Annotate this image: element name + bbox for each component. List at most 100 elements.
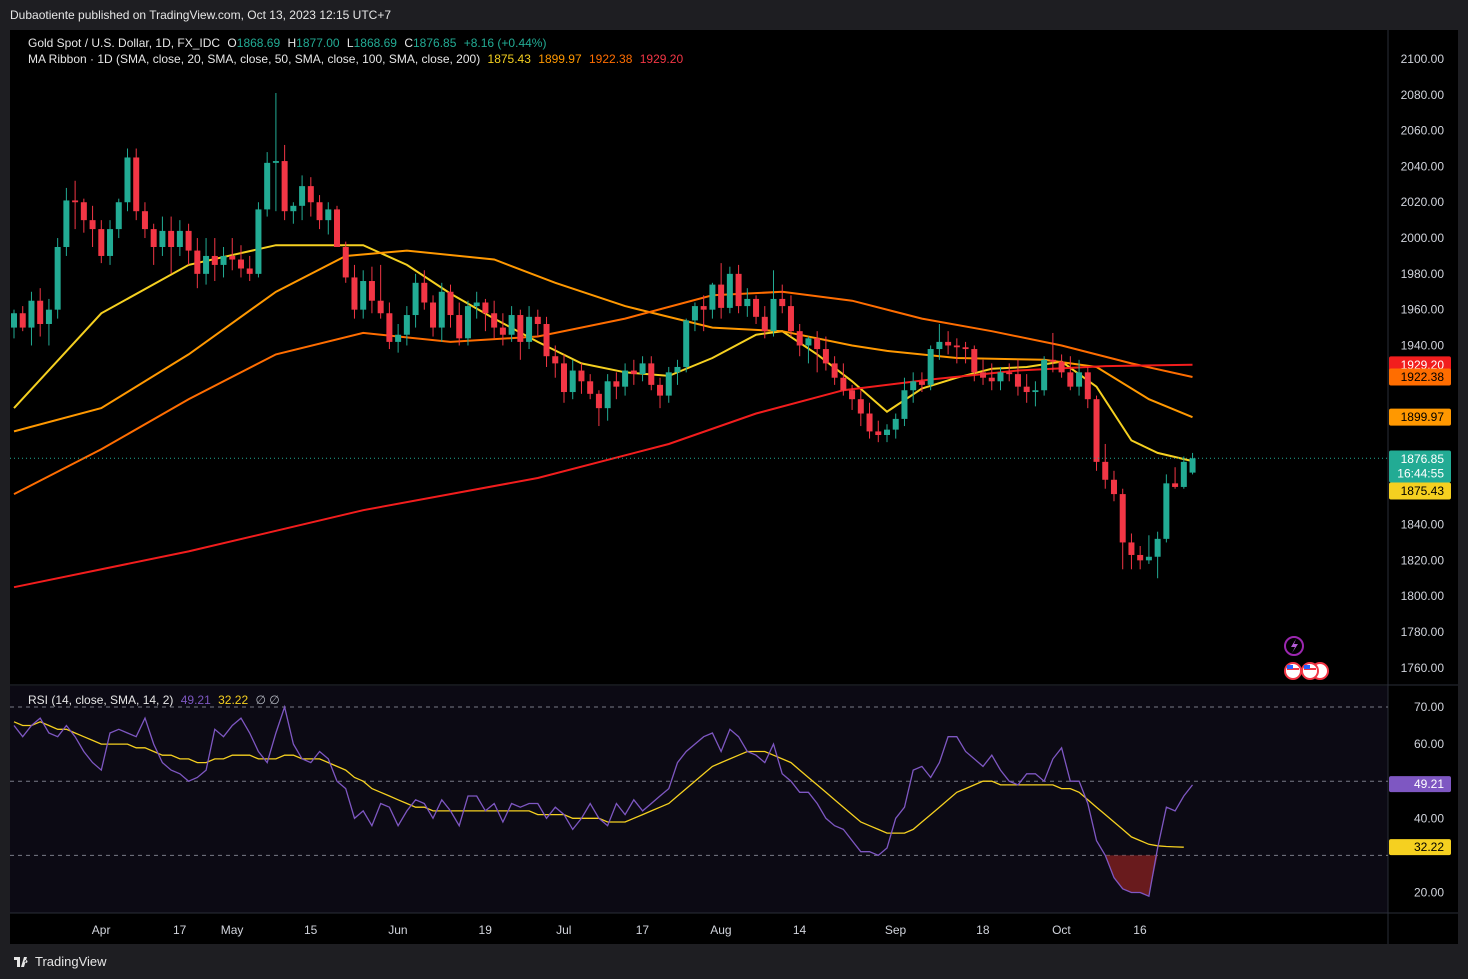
candlesticks[interactable]	[11, 93, 1196, 579]
rsi-axis[interactable]: 70.00 60.00 40.00 20.00 49.21 32.22	[1389, 700, 1451, 900]
candle-body	[735, 273, 742, 307]
time-axis-label: Jun	[388, 923, 407, 937]
price-tag-label: 1875.43	[1401, 484, 1445, 498]
candle-body	[1049, 359, 1056, 362]
candle-body	[482, 302, 489, 314]
candle-body	[124, 157, 131, 203]
symbol-title[interactable]: Gold Spot / U.S. Dollar, 1D, FX_IDC	[28, 36, 221, 50]
candle-body	[805, 338, 812, 346]
ma200-value: 1929.20	[639, 52, 684, 66]
time-axis-label: 16	[1133, 923, 1147, 937]
candle-body	[901, 390, 908, 419]
price-axis-label: 1760.00	[1401, 661, 1445, 675]
candle-body	[211, 255, 218, 265]
candle-body	[290, 205, 297, 212]
candle-body	[281, 161, 288, 212]
candle-body	[822, 349, 829, 364]
candle-body	[28, 300, 35, 328]
rsi-tag-bg	[1389, 776, 1451, 793]
open-value: 1868.69	[236, 36, 281, 50]
candle-body	[115, 202, 122, 230]
price-tag-label: 1922.38	[1401, 370, 1445, 384]
rsi-axis-label: 20.00	[1414, 886, 1444, 900]
ma20-value: 1875.43	[487, 52, 531, 66]
rsi-pane	[10, 704, 1388, 898]
candle-body	[377, 300, 384, 314]
candle-body	[718, 284, 725, 308]
candle-body	[1189, 458, 1196, 473]
candle-body	[141, 211, 148, 230]
symbol-legend[interactable]: Gold Spot / U.S. Dollar, 1D, FX_IDC O186…	[28, 36, 550, 50]
candle-body	[395, 334, 402, 342]
candle-body	[464, 306, 471, 339]
candle-body	[80, 202, 87, 221]
rsi-oversold-fill	[1105, 855, 1158, 897]
candle-body	[840, 377, 847, 391]
candle-body	[89, 220, 96, 230]
time-axis-label: 17	[636, 923, 650, 937]
rsi-title[interactable]: RSI (14, close, SMA, 14, 2)	[28, 693, 174, 707]
price-axis-label: 2080.00	[1401, 88, 1445, 102]
candle-body	[997, 372, 1004, 382]
candle-body	[971, 349, 978, 373]
candle-body	[159, 230, 166, 248]
ma-title[interactable]: MA Ribbon · 1D (SMA, close, 20, SMA, clo…	[28, 52, 481, 66]
time-axis-label: May	[221, 923, 244, 937]
price-axis-label: 2100.00	[1401, 52, 1445, 66]
price-axis-label: 1820.00	[1401, 553, 1445, 567]
candle-body	[438, 291, 445, 328]
time-axis-label: 14	[793, 923, 807, 937]
rsi-tag-label: 32.22	[1414, 840, 1444, 854]
candle-body	[412, 282, 419, 316]
candle-body	[299, 186, 306, 206]
candle-body	[665, 372, 672, 396]
candle-body	[307, 186, 314, 203]
candle-body	[491, 313, 498, 328]
candle-body	[691, 306, 698, 321]
candle-body	[988, 377, 995, 382]
lightning-bolt-icon	[1291, 639, 1298, 653]
ma-line-2	[13, 290, 1193, 495]
candle-body	[508, 315, 515, 335]
chart-canvas[interactable]: 2100.00 2080.00 2060.00 2040.00 2020.00 2000.…	[10, 30, 1458, 944]
tradingview-logo[interactable]: TradingView	[14, 954, 107, 969]
candle-body	[1058, 361, 1065, 373]
candle-body	[1006, 372, 1013, 375]
candle-body	[37, 300, 44, 324]
candle-body	[1023, 386, 1030, 393]
price-tag-bg	[1389, 368, 1451, 386]
rsi-legend[interactable]: RSI (14, close, SMA, 14, 2) 49.21 32.22 …	[28, 693, 284, 707]
time-axis-label: 19	[479, 923, 493, 937]
chart-frame[interactable]: 2100.00 2080.00 2060.00 2040.00 2020.00 2000.…	[10, 30, 1458, 944]
candle-body	[787, 306, 794, 332]
lightning-event-icon[interactable]	[1284, 636, 1304, 656]
candle-body	[613, 381, 620, 387]
price-axis-label: 1980.00	[1401, 267, 1445, 281]
candle-body	[351, 277, 358, 310]
time-axis-label: Jul	[556, 923, 571, 937]
ma-legend[interactable]: MA Ribbon · 1D (SMA, close, 20, SMA, clo…	[28, 52, 687, 66]
price-axis[interactable]: 2100.00 2080.00 2060.00 2040.00 2020.00 2000.…	[1401, 52, 1445, 675]
candle-body	[761, 316, 768, 332]
candle-body	[578, 370, 585, 382]
candle-body	[237, 259, 244, 269]
rsi-axis-label: 40.00	[1414, 811, 1444, 825]
candle-body	[1137, 554, 1144, 561]
candle-body	[892, 418, 899, 430]
candle-body	[386, 313, 393, 342]
candle-body	[753, 298, 760, 317]
time-axis[interactable]: Apr 17 May 15 Jun 19 Jul 17 Aug 14 Sep 18 Oct 16	[92, 923, 1147, 937]
candle-body	[918, 381, 925, 385]
event-icons[interactable]	[1284, 636, 1329, 680]
candle-body	[639, 363, 646, 375]
footer: TradingView	[0, 944, 1468, 979]
candle-body	[421, 282, 428, 303]
rsi-extra-values: ∅ ∅	[255, 693, 280, 707]
open-label: O	[227, 36, 237, 50]
low-label: L	[346, 36, 354, 50]
candle-body	[517, 315, 524, 342]
candle-body	[1172, 483, 1179, 487]
candle-body	[1180, 461, 1187, 487]
price-tag-bg	[1389, 450, 1451, 483]
ma100-value: 1922.38	[589, 52, 633, 66]
